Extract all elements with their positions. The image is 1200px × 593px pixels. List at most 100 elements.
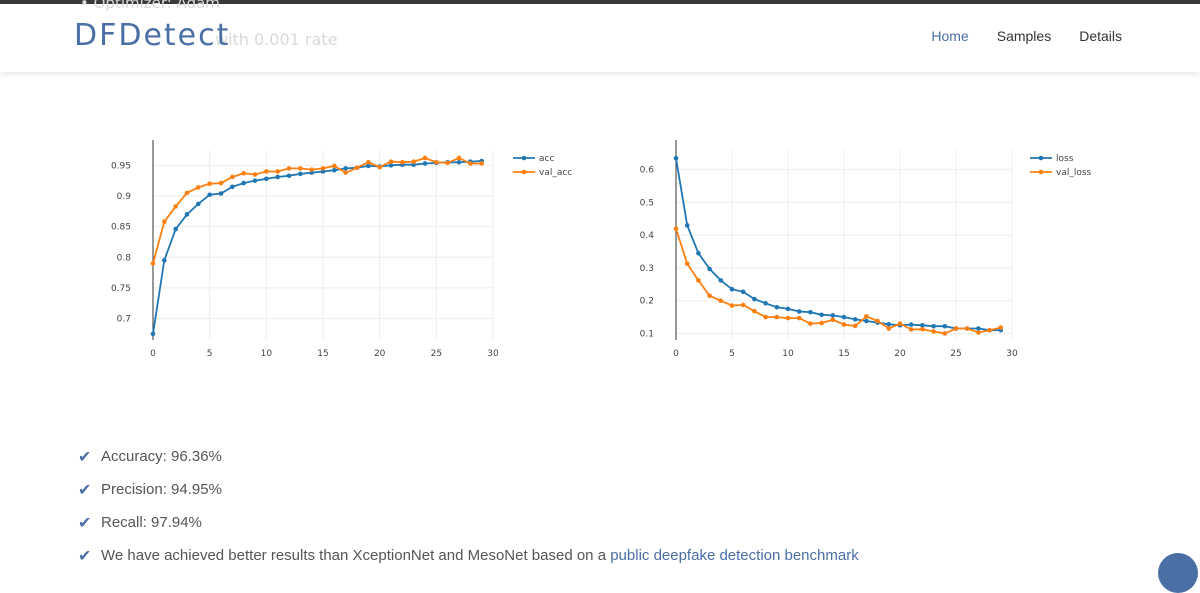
series-loss bbox=[673, 155, 1004, 333]
x-tick-label: 10 bbox=[261, 349, 273, 359]
data-point bbox=[718, 298, 724, 303]
series-line-val_acc bbox=[152, 157, 482, 264]
legend-label: loss bbox=[1056, 154, 1074, 164]
legend-marker bbox=[521, 169, 527, 175]
data-point bbox=[468, 161, 473, 166]
result-item-recall: ✔ Recall: 97.94% bbox=[78, 506, 859, 539]
data-point bbox=[953, 326, 959, 331]
data-point bbox=[150, 261, 156, 266]
x-tick-label: 5 bbox=[729, 349, 735, 359]
check-icon: ✔ bbox=[78, 547, 92, 565]
data-point bbox=[696, 250, 701, 256]
data-point bbox=[162, 219, 167, 225]
legend-marker bbox=[1038, 155, 1044, 161]
check-icon: ✔ bbox=[78, 514, 92, 532]
data-point bbox=[729, 303, 735, 308]
data-point bbox=[309, 167, 314, 172]
y-tick-label: 0.75 bbox=[111, 284, 131, 294]
data-point bbox=[252, 172, 258, 177]
data-point bbox=[320, 166, 326, 171]
result-text: We have achieved better results than Xce… bbox=[101, 547, 859, 564]
x-tick-label: 20 bbox=[374, 349, 386, 359]
top-border bbox=[0, 0, 1200, 4]
data-point bbox=[696, 278, 701, 283]
data-point bbox=[298, 166, 303, 171]
loss-chart: 0 5 10 15 20 25 30 0.1 0.2 0.3 0.4 0.5 0.6 loss val_lo… bbox=[640, 140, 1092, 359]
data-point bbox=[286, 173, 292, 179]
data-point bbox=[830, 317, 836, 322]
y-tick-label: 0.85 bbox=[111, 223, 131, 233]
data-point bbox=[196, 185, 201, 190]
data-point bbox=[388, 159, 394, 164]
data-point bbox=[366, 159, 371, 165]
site-header: • Optimizer: Adam with 0.001 rate DFDete… bbox=[0, 0, 1200, 72]
data-point bbox=[456, 159, 462, 165]
scroll-to-top-button[interactable] bbox=[1158, 553, 1198, 593]
data-point bbox=[207, 192, 212, 198]
accuracy-chart: 0 5 10 15 20 25 30 0.7 0.75 0.8 0.85 0.9 0.95 acc val_… bbox=[111, 140, 572, 359]
result-item-benchmark: ✔ We have achieved better results than X… bbox=[78, 539, 859, 572]
data-point bbox=[422, 161, 428, 166]
data-point bbox=[886, 326, 892, 331]
nav-home[interactable]: Home bbox=[931, 28, 969, 44]
data-point bbox=[808, 309, 813, 315]
data-point bbox=[718, 278, 724, 283]
brand-logo[interactable]: DFDetect bbox=[74, 18, 231, 53]
data-point bbox=[998, 325, 1004, 330]
data-point bbox=[920, 322, 925, 328]
data-point bbox=[184, 190, 190, 196]
data-point bbox=[785, 306, 791, 312]
x-tick-label: 5 bbox=[207, 349, 213, 359]
data-point bbox=[875, 318, 880, 324]
result-text: Precision: 94.95% bbox=[101, 481, 222, 498]
data-point bbox=[173, 204, 178, 209]
y-tick-label: 0.1 bbox=[640, 329, 654, 339]
x-tick-label: 20 bbox=[894, 349, 906, 359]
data-point bbox=[752, 296, 757, 302]
grid bbox=[152, 150, 494, 340]
data-point bbox=[987, 327, 992, 333]
data-point bbox=[434, 159, 439, 165]
data-point bbox=[841, 314, 847, 320]
result-item-precision: ✔ Precision: 94.95% bbox=[78, 473, 859, 506]
data-point bbox=[207, 181, 212, 187]
nav-samples[interactable]: Samples bbox=[996, 28, 1052, 44]
data-point bbox=[852, 317, 858, 322]
legend-label: acc bbox=[539, 154, 554, 164]
data-point bbox=[173, 226, 178, 232]
data-point bbox=[964, 326, 970, 331]
data-point bbox=[377, 164, 382, 170]
data-point bbox=[774, 314, 780, 320]
benchmark-link[interactable]: public deepfake detection benchmark bbox=[610, 547, 859, 564]
y-tick-label: 0.3 bbox=[640, 264, 654, 274]
data-point bbox=[785, 315, 791, 321]
data-point bbox=[230, 184, 235, 190]
data-point bbox=[819, 320, 824, 326]
data-point bbox=[942, 331, 948, 336]
x-tick-label: 0 bbox=[150, 349, 156, 359]
data-point bbox=[864, 314, 869, 319]
x-tick-label: 30 bbox=[1006, 349, 1018, 359]
data-point bbox=[774, 304, 780, 310]
data-point bbox=[332, 163, 337, 169]
data-point bbox=[673, 155, 679, 161]
data-point bbox=[388, 163, 394, 168]
y-tick-label: 0.5 bbox=[640, 198, 654, 208]
data-point bbox=[332, 167, 337, 173]
y-tick-label: 0.9 bbox=[117, 192, 132, 202]
data-point bbox=[422, 155, 428, 161]
data-point bbox=[819, 312, 824, 318]
data-point bbox=[366, 163, 371, 169]
data-point bbox=[230, 174, 235, 180]
y-tick-label: 0.7 bbox=[117, 315, 131, 325]
data-point bbox=[808, 321, 813, 326]
legend-marker bbox=[1038, 169, 1044, 175]
x-tick-label: 15 bbox=[317, 349, 328, 359]
legend-label: val_acc bbox=[539, 168, 572, 178]
data-point bbox=[684, 223, 690, 228]
data-point bbox=[976, 326, 981, 331]
series-line-val_loss bbox=[675, 228, 1002, 335]
series-line-loss bbox=[675, 158, 1001, 332]
nav-details[interactable]: Details bbox=[1079, 28, 1122, 44]
check-icon: ✔ bbox=[78, 448, 92, 466]
